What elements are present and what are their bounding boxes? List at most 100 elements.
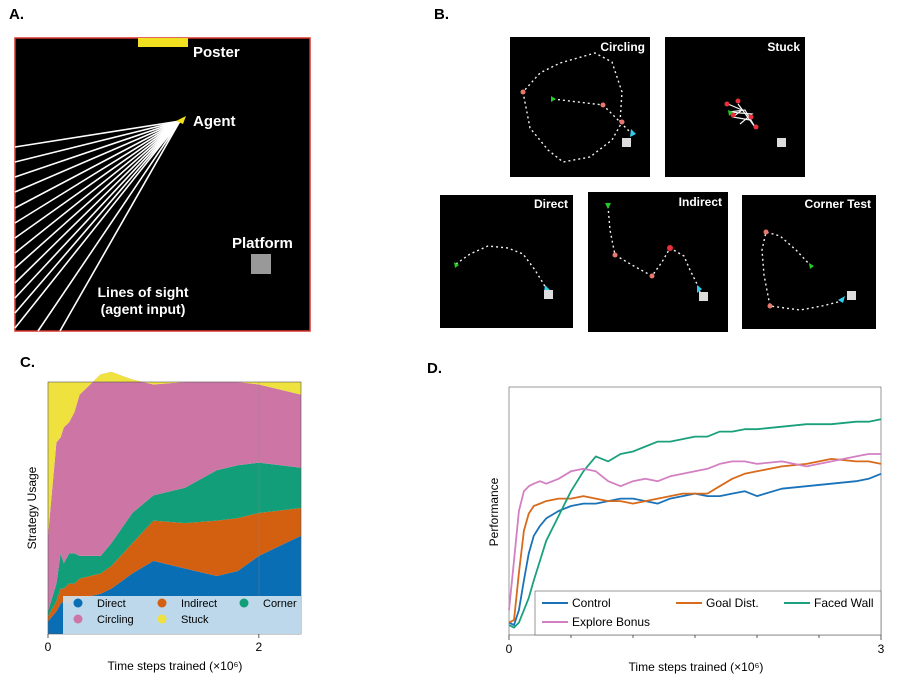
turn-marker <box>730 112 736 118</box>
x-tick-label: 2 <box>255 640 262 654</box>
x-axis-label: Time steps trained (×10⁶) <box>108 659 243 673</box>
sight-line <box>14 120 181 314</box>
trajectory-indirect: Indirect <box>588 192 728 332</box>
trajectory-frame <box>440 195 573 328</box>
trajectory-title: Stuck <box>767 40 800 54</box>
turn-marker <box>748 114 754 120</box>
turn-marker <box>767 303 773 309</box>
trajectory-direct: Direct <box>440 195 573 328</box>
trajectory-title: Corner Test <box>805 197 871 211</box>
trajectory-path <box>727 103 756 128</box>
sight-line <box>59 120 181 332</box>
sight-label-line-2: (agent input) <box>101 301 186 317</box>
goal-marker <box>847 291 856 300</box>
strategy-areas <box>48 371 301 634</box>
trajectory-frame <box>588 192 728 332</box>
turn-marker <box>649 273 655 279</box>
legend-label: Stuck <box>181 614 209 626</box>
trajectory-title: Circling <box>600 40 645 54</box>
start-marker <box>728 110 733 116</box>
sight-line <box>14 120 181 163</box>
start-marker <box>454 262 459 268</box>
end-marker <box>697 285 702 293</box>
end-marker <box>838 296 845 303</box>
y-axis-label: Strategy Usage <box>25 466 39 549</box>
sight-line <box>14 120 181 224</box>
sight-label-line-1: Lines of sight <box>98 284 189 300</box>
panel-a-arena: Poster Agent Platform Lines of sight (ag… <box>14 37 311 332</box>
goal-marker <box>544 290 553 299</box>
trajectory-title: Indirect <box>679 195 722 209</box>
panel-label-b: B. <box>434 6 449 23</box>
turn-marker <box>619 119 625 125</box>
legend-label: Goal Dist. <box>706 596 759 610</box>
goal-marker <box>777 138 786 147</box>
sight-line <box>14 120 181 193</box>
x-axis-label: Time steps trained (×10⁶) <box>629 660 764 674</box>
sight-line <box>14 120 181 178</box>
area-stuck <box>48 371 301 536</box>
sight-line <box>14 120 181 209</box>
sight-line <box>14 120 181 284</box>
legend-label: Circling <box>97 614 134 626</box>
arena-background <box>14 37 311 332</box>
turn-marker <box>667 245 673 251</box>
legend-label: Corner <box>263 598 297 610</box>
legend-swatch <box>73 614 83 624</box>
poster-marker <box>138 38 188 47</box>
goal-marker <box>622 138 631 147</box>
trajectory-path <box>455 245 548 291</box>
turn-marker <box>520 89 526 95</box>
area-circling <box>48 371 301 612</box>
turn-marker <box>763 229 769 235</box>
legend-label: Control <box>572 596 611 610</box>
sight-line <box>37 120 181 332</box>
trajectory-frame <box>510 37 650 177</box>
trajectory-corner-test: Corner Test <box>742 195 876 329</box>
sight-line <box>14 120 181 329</box>
line-goal-dist <box>508 457 882 624</box>
x-tick-label: 0 <box>45 640 52 654</box>
legend-label: Explore Bonus <box>572 615 650 629</box>
panel-b-trajectories: Circling Stuck Direct <box>440 37 876 332</box>
turn-marker <box>724 101 730 107</box>
legend-box <box>534 590 882 636</box>
panel-label-d: D. <box>427 360 442 377</box>
start-marker <box>605 203 611 209</box>
trajectory-path <box>607 205 701 293</box>
trajectory-stuck: Stuck <box>665 37 805 177</box>
legend-label: Direct <box>97 598 126 610</box>
trajectory-path <box>761 231 846 311</box>
legend-swatch <box>73 598 83 608</box>
sight-line <box>14 120 181 299</box>
goal-marker <box>699 292 708 301</box>
legend-entries: Control Goal Dist. Faced Wall Explore Bonus <box>542 596 874 629</box>
agent-marker <box>176 116 186 124</box>
trajectory-circling: Circling <box>510 37 650 177</box>
turn-marker <box>600 102 606 108</box>
trajectory-frame <box>742 195 876 329</box>
trajectory-title: Direct <box>534 197 568 211</box>
turn-marker <box>753 124 759 130</box>
line-faced-wall <box>508 418 882 629</box>
area-corner <box>48 462 301 617</box>
area-indirect <box>48 508 301 622</box>
x-tick-label: 0 <box>506 642 513 656</box>
lines-of-sight <box>14 120 181 332</box>
legend-box <box>63 596 301 634</box>
y-axis-label: Performance <box>487 477 501 546</box>
turn-marker <box>612 252 618 258</box>
performance-lines <box>508 418 882 629</box>
legend-label: Faced Wall <box>814 596 874 610</box>
legend-entries: Direct Indirect Corner Circling Stuck <box>73 598 297 626</box>
platform-label: Platform <box>232 235 293 252</box>
end-marker <box>630 129 636 137</box>
poster-label: Poster <box>193 44 240 61</box>
platform-marker <box>251 254 271 274</box>
panel-label-c: C. <box>20 354 35 371</box>
